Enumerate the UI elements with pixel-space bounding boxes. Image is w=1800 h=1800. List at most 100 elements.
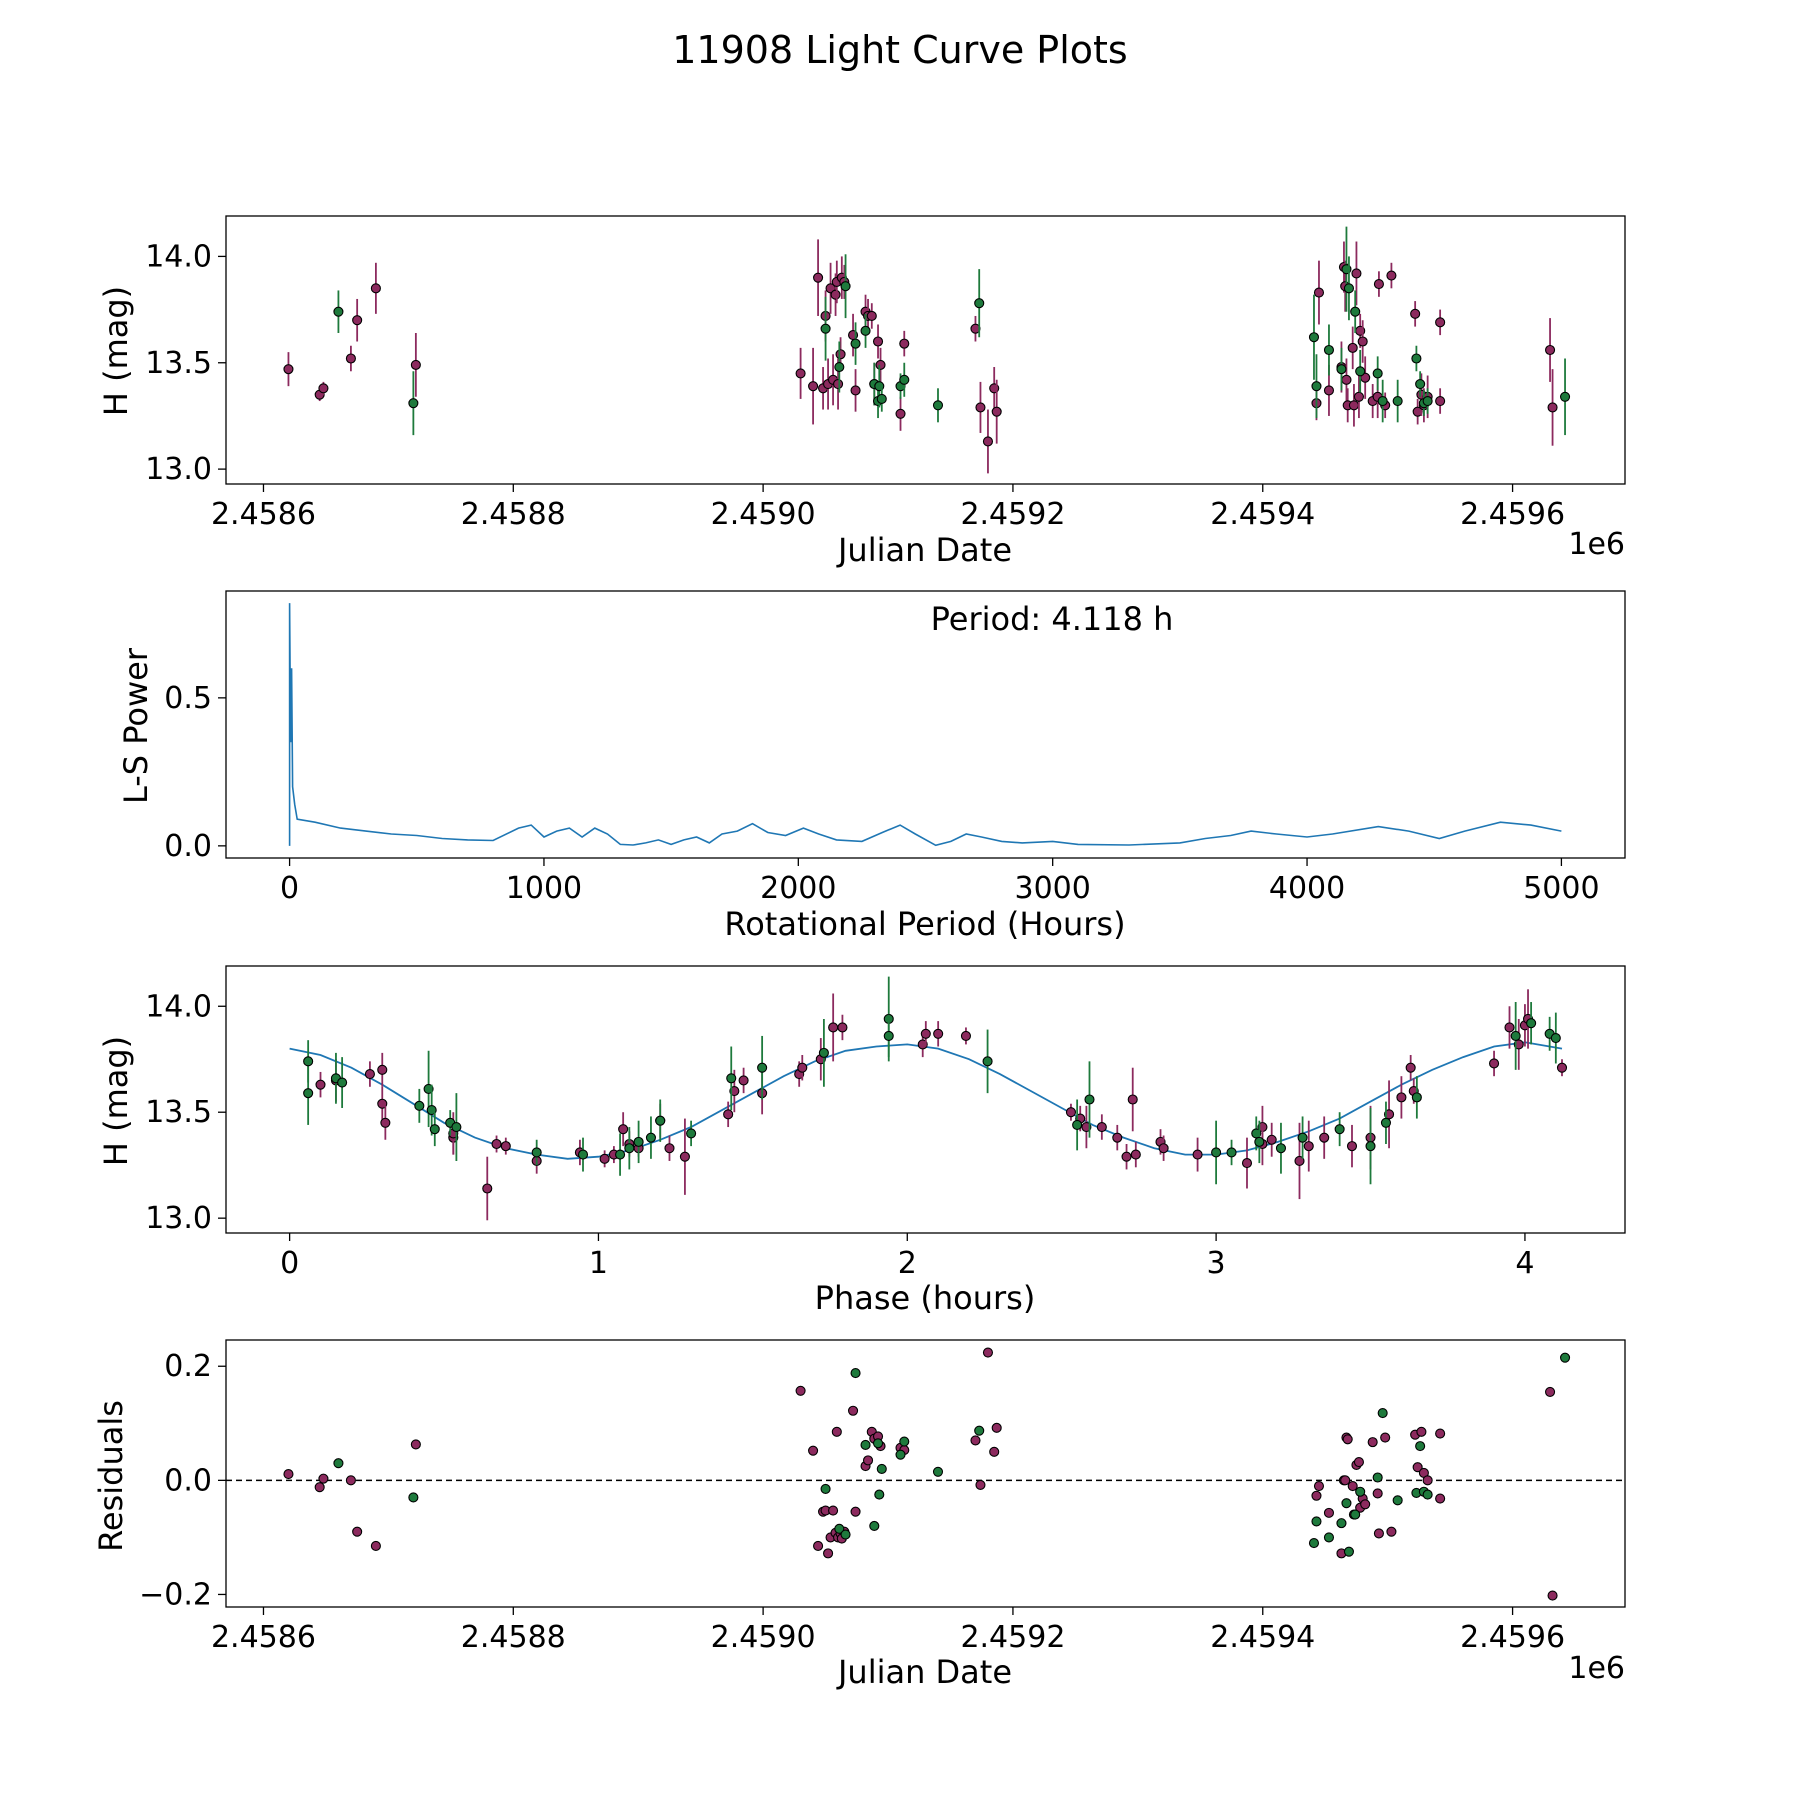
lightcurve-point-red [345,353,356,364]
phased-point-red [1405,1062,1416,1073]
lightcurve-point-red [975,402,986,413]
residuals-point-green [820,1483,831,1494]
phased-point-red [364,1069,375,1080]
residuals-point-red [318,1473,329,1484]
residuals-point-green [874,1489,885,1500]
phased-point-green [686,1128,697,1139]
phased-point-green [726,1073,737,1084]
lightcurve-xtick-label: 2.4590 [711,497,816,532]
phased-point-red [1266,1134,1277,1145]
phased-point-green [883,1030,894,1041]
residuals-point-red [1386,1526,1397,1537]
lightcurve-point-green [899,374,910,385]
lightcurve-xlabel: Julian Date [836,531,1012,569]
lightcurve-point-green [1343,283,1354,294]
residuals-xtick-label: 2.4590 [711,1620,816,1655]
lightcurve-ytick-label: 13.5 [145,346,212,381]
phased-point-red [599,1153,610,1164]
residuals-point-red [314,1482,325,1493]
phased-point-red [1096,1121,1107,1133]
residuals-point-red [828,1505,839,1516]
residuals-point-red [795,1385,806,1396]
phased-point-red [1130,1149,1141,1160]
phased-point-green [414,1100,425,1111]
lightcurve-point-red [1357,336,1368,347]
lightcurve-point-red [813,272,824,283]
lightcurve-panel: Julian Date H (mag) 1e6 2.4586 2.4588 2.45… [97,215,1626,569]
residuals-point-red [1435,1493,1446,1504]
residuals-point-green [899,1436,910,1447]
phased-point-green [1526,1018,1537,1029]
periodogram-xtick-label: 5000 [1523,871,1599,906]
residuals-point-red [989,1446,1000,1457]
residuals-point-red [283,1469,294,1480]
residuals-point-red [1340,1475,1351,1486]
lightcurve-point-green [1559,391,1571,402]
periodogram-xlabel: Rotational Period (Hours) [724,905,1125,943]
lightcurve-point-green [1411,353,1422,364]
phased-xtick-label: 3 [1207,1246,1226,1281]
residuals-point-green [932,1466,944,1477]
phased-point-red [1303,1141,1314,1152]
period-annotation: Period: 4.118 h [931,600,1174,638]
phased-panel: Phase (hours) H (mag) 0 1 2 3 4 13.0 13.5 14.0 [97,965,1626,1317]
lightcurve-ytick-label: 13.0 [145,452,212,487]
lightcurve-point-red [1341,374,1352,385]
phased-point-red [679,1151,690,1162]
lightcurve-point-green [1311,381,1322,392]
phased-point-red [738,1075,749,1086]
periodogram-xtick-label: 1000 [506,871,582,906]
lightcurve-point-green [1355,366,1366,377]
residuals-point-red [1360,1499,1371,1510]
lightcurve-point-red [835,349,846,360]
lightcurve-point-red [850,385,861,396]
residuals-offset-label: 1e6 [1568,1651,1625,1686]
residuals-point-red [982,1347,994,1358]
residuals-xtick-label: 2.4586 [211,1620,316,1655]
residuals-point-red [848,1405,859,1416]
phased-xtick-label: 2 [898,1246,917,1281]
residuals-xtick-label: 2.4592 [960,1620,1065,1655]
lightcurve-point-red [1545,344,1556,356]
phased-ytick-label: 13.0 [145,1201,212,1236]
phased-point-green [303,1088,314,1099]
phased-point-green [1084,1094,1095,1105]
figure-title: 11908 Light Curve Plots [672,28,1128,72]
lightcurve-point-green [820,323,831,334]
residuals-point-green [834,1523,845,1534]
phased-ytick-label: 13.5 [145,1095,212,1130]
residuals-point-green [1372,1472,1383,1483]
phased-point-green [451,1121,462,1133]
residuals-point-green [850,1368,861,1379]
periodogram-ytick-label: 0.5 [164,681,212,716]
phased-point-green [577,1149,589,1160]
lightcurve-point-red [982,436,994,447]
residuals-point-red [813,1540,824,1552]
phased-point-red [1112,1132,1123,1143]
residuals-point-green [860,1439,871,1451]
lightcurve-point-red [899,338,910,349]
phased-point-red [377,1064,388,1075]
lightcurve-point-red [1386,270,1397,281]
phased-point-red [1319,1132,1330,1143]
phased-point-red [1158,1143,1169,1154]
residuals-point-green [1350,1509,1361,1520]
lightcurve-point-red [872,336,884,347]
lightcurve-point-green [1392,395,1403,407]
residuals-point-red [352,1526,363,1537]
phased-point-green [1380,1117,1392,1128]
residuals-point-red [1547,1590,1558,1601]
periodogram-xtick-label: 3000 [1015,871,1091,906]
residuals-point-red [850,1506,861,1517]
lightcurve-point-green [876,393,887,404]
phased-point-red [837,1022,848,1033]
lightcurve-point-red [1435,317,1446,328]
residuals-point-red [1422,1475,1433,1486]
lightcurve-ytick-label: 14.0 [145,239,212,274]
residuals-point-red [1416,1426,1427,1437]
phased-point-green [615,1149,626,1160]
phased-point-red [960,1030,972,1041]
residuals-point-red [1313,1481,1325,1492]
phased-point-red [491,1138,502,1150]
